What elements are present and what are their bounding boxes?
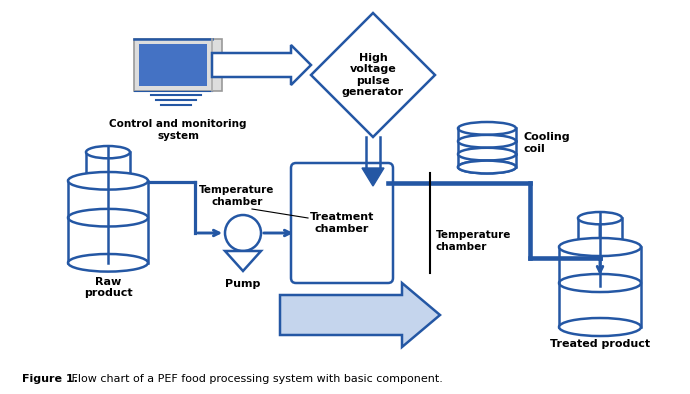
Text: High
voltage
pulse
generator: High voltage pulse generator	[342, 53, 404, 97]
Text: Treated product: Treated product	[550, 339, 650, 349]
Ellipse shape	[458, 135, 516, 148]
FancyBboxPatch shape	[291, 163, 393, 283]
Ellipse shape	[578, 212, 622, 224]
Circle shape	[225, 215, 261, 251]
Ellipse shape	[458, 122, 516, 135]
Text: Flow chart of a PEF food processing system with basic component.: Flow chart of a PEF food processing syst…	[68, 374, 443, 384]
Text: Temperature
chamber: Temperature chamber	[199, 185, 275, 206]
Ellipse shape	[559, 238, 641, 256]
Bar	[68, 181, 148, 263]
Polygon shape	[212, 45, 311, 85]
Ellipse shape	[86, 174, 130, 186]
Text: Control and monitoring
system: Control and monitoring system	[109, 119, 247, 141]
Text: Treatment
chamber: Treatment chamber	[310, 212, 374, 234]
Ellipse shape	[559, 318, 641, 336]
Polygon shape	[311, 13, 435, 137]
Ellipse shape	[68, 254, 148, 271]
Ellipse shape	[458, 161, 516, 173]
Polygon shape	[225, 251, 261, 271]
Bar	[578, 218, 622, 246]
Polygon shape	[280, 283, 440, 347]
Polygon shape	[362, 168, 384, 186]
Bar	[139, 44, 207, 86]
Bar	[559, 247, 641, 327]
Text: Figure 1.: Figure 1.	[22, 374, 78, 384]
Ellipse shape	[68, 172, 148, 190]
Text: Temperature
chamber: Temperature chamber	[436, 230, 511, 252]
Ellipse shape	[458, 148, 516, 160]
Bar	[86, 152, 130, 180]
Ellipse shape	[578, 240, 622, 252]
Ellipse shape	[86, 146, 130, 158]
Bar	[134, 39, 222, 91]
Text: Cooling
coil: Cooling coil	[524, 132, 571, 154]
Text: Raw
product: Raw product	[83, 277, 132, 298]
Ellipse shape	[458, 161, 516, 173]
Text: Pump: Pump	[226, 279, 261, 289]
